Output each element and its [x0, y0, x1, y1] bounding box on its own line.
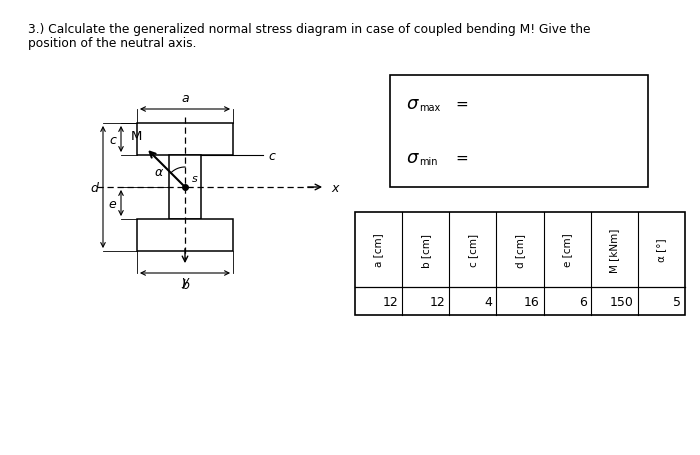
Text: 4: 4: [484, 295, 492, 308]
Text: α [°]: α [°]: [657, 238, 666, 262]
Text: $\sigma$: $\sigma$: [406, 95, 420, 113]
Text: 12: 12: [382, 295, 398, 308]
Text: x: x: [331, 181, 338, 194]
Text: 150: 150: [610, 295, 634, 308]
Text: e [cm]: e [cm]: [562, 233, 572, 267]
Text: position of the neutral axis.: position of the neutral axis.: [28, 37, 197, 50]
Text: c: c: [109, 133, 116, 146]
Text: b [cm]: b [cm]: [421, 233, 430, 267]
Text: c [cm]: c [cm]: [468, 233, 478, 267]
Text: 6: 6: [579, 295, 587, 308]
Bar: [390, 76, 648, 187]
Text: a [cm]: a [cm]: [374, 233, 384, 267]
Text: c: c: [268, 149, 275, 162]
Text: max: max: [419, 103, 440, 113]
Text: M: M: [131, 130, 142, 143]
Text: 12: 12: [430, 295, 445, 308]
Text: 16: 16: [524, 295, 540, 308]
Text: M [kNm]: M [kNm]: [609, 228, 620, 272]
Text: d: d: [90, 181, 98, 194]
Text: $\sigma$: $\sigma$: [406, 149, 420, 167]
Text: y: y: [181, 274, 189, 288]
Text: b: b: [181, 278, 189, 291]
Text: min: min: [419, 157, 438, 167]
Text: 5: 5: [673, 295, 681, 308]
Bar: [169, 156, 201, 219]
Text: s: s: [192, 174, 197, 184]
Text: a: a: [181, 92, 189, 105]
Text: d [cm]: d [cm]: [515, 233, 525, 267]
Text: e: e: [108, 197, 116, 210]
Text: 3.) Calculate the generalized normal stress diagram in case of coupled bending M: 3.) Calculate the generalized normal str…: [28, 23, 591, 36]
Bar: [355, 212, 685, 315]
Bar: [137, 219, 233, 252]
Bar: [137, 124, 233, 156]
Text: =: =: [455, 150, 468, 165]
Text: α: α: [155, 166, 163, 179]
Text: =: =: [455, 96, 468, 111]
